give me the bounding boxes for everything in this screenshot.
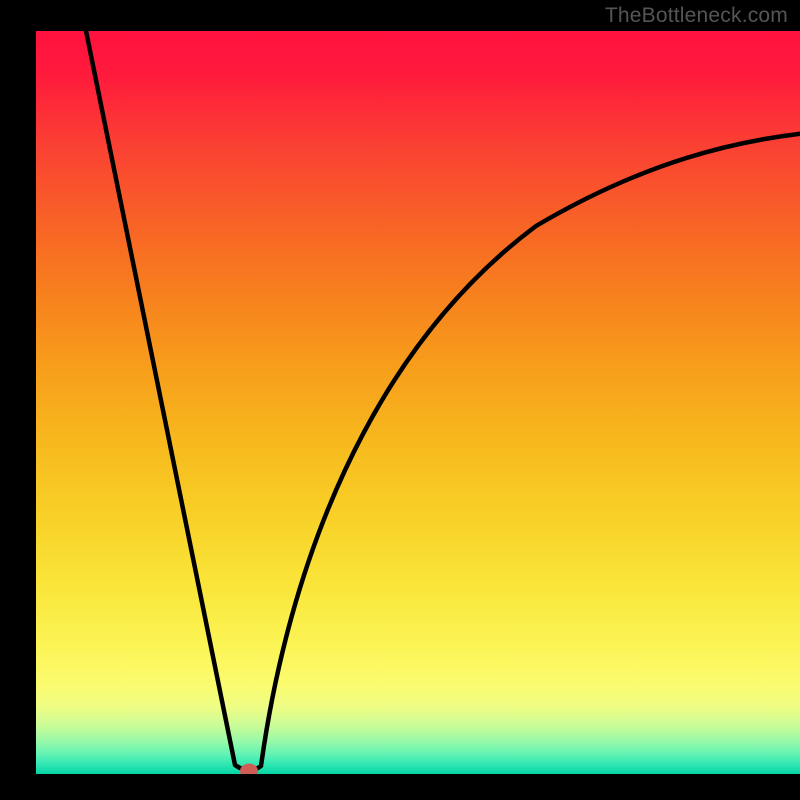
watermark-text: TheBottleneck.com [605,4,788,28]
bottleneck-point-marker [240,764,258,775]
chart-frame [36,31,800,774]
bottleneck-curve [36,31,800,774]
